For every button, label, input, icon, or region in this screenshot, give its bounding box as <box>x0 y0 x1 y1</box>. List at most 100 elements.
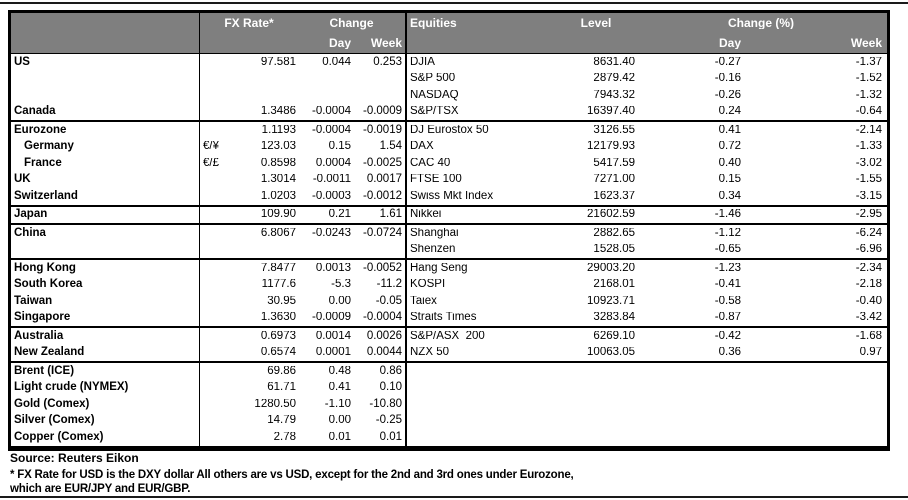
table-row: Shenzen 1528.05 -0.65 -6.96 <box>11 241 887 258</box>
fx-change-day: -0.0011 <box>312 174 351 185</box>
table-row: Taiwan 30.95 0.00 -0.05 Taiex 10923.71 -0.58 -0… <box>11 293 887 310</box>
equity-change-week: -2.14 <box>855 124 882 136</box>
table-row: Canada 1.3486 -0.0004 -0.0009 S&P/TSX 16397.4… <box>11 103 887 120</box>
equity-change-day: -0.26 <box>714 89 741 101</box>
fx-equities-table: FX Rate* Change Equities Level Change (%… <box>8 10 890 451</box>
equity-name: Straits Times <box>410 312 477 323</box>
fx-row-label: Light crude (NYMEX) <box>11 379 200 396</box>
fx-footnote-line-1: * FX Rate for USD is the DXY dollar All … <box>10 469 574 481</box>
fx-rate-value: 0.6574 <box>260 347 296 358</box>
top-window-rule <box>0 2 908 4</box>
fx-row-label <box>11 70 200 87</box>
table-row: New Zealand 0.6574 0.0001 0.0044 NZX 50 10063… <box>11 344 887 361</box>
equity-change-day: 0.41 <box>718 124 741 136</box>
equity-level: 7943.32 <box>593 89 635 101</box>
table-row: France €/£ 0.8598 0.0004 -0.0025 CAC 40 5417.5… <box>11 155 887 172</box>
equity-change-week: -0.64 <box>855 106 882 117</box>
fx-change-week <box>353 87 407 104</box>
fx-change-week: -0.0052 <box>353 260 407 277</box>
level-column-header: Level <box>580 17 612 29</box>
fx-change-week: -0.0019 <box>353 122 407 139</box>
fx-change-week <box>353 70 407 87</box>
fx-change-week: -0.0004 <box>353 309 407 326</box>
equity-change-day: -0.16 <box>714 73 741 84</box>
fx-rate-value: 0.6973 <box>260 330 296 342</box>
fx-rate-value: 1280.50 <box>254 398 296 410</box>
fx-change-week: 0.86 <box>353 363 407 380</box>
equity-change-day: 0.24 <box>718 106 741 117</box>
equity-change-week: 0.97 <box>859 347 882 358</box>
equity-level: 3126.55 <box>593 124 635 136</box>
table-row: Japan 109.90 0.21 1.61 Nikkei 21602.59 -1.46 -2… <box>11 206 887 223</box>
fx-rate-value: 1.3014 <box>260 174 296 185</box>
fx-rate-value: 1.3486 <box>260 106 296 117</box>
equity-change-week: -6.96 <box>855 244 882 255</box>
fx-change-week: 0.01 <box>353 429 407 446</box>
table-row: S&P 500 2879.42 -0.16 -1.52 <box>11 70 887 87</box>
fx-change-week: -11.2 <box>353 276 407 293</box>
table-row: NASDAQ 7943.32 -0.26 -1.32 <box>11 87 887 104</box>
fx-row-label: Australia <box>11 328 200 345</box>
fx-row-label: Taiwan <box>11 293 200 310</box>
equity-name: Hang Seng <box>410 262 468 274</box>
table-section: Brent (ICE) 69.86 0.48 0.86 Light crude (NYM… <box>11 361 887 446</box>
table-row: Germany €/¥ 123.03 0.15 1.54 DAX 12179.93 0.72 -… <box>11 138 887 155</box>
fx-change-day: -0.0003 <box>311 190 351 202</box>
equity-name: FTSE 100 <box>410 174 462 185</box>
equity-change-week: -0.40 <box>855 295 882 307</box>
equity-name: DJ Eurostox 50 <box>410 124 489 136</box>
fx-row-label: Brent (ICE) <box>11 363 200 380</box>
fx-rate-value: 6.8067 <box>260 227 296 239</box>
table-section: Japan 109.90 0.21 1.61 Nikkei 21602.59 -1.46 -2… <box>11 204 887 223</box>
fx-rate-value: 61.71 <box>267 382 296 393</box>
equity-change-week: -3.42 <box>855 312 882 323</box>
fx-change-day: 0.00 <box>328 295 351 307</box>
equity-change-week: -1.32 <box>855 89 882 101</box>
fx-rate-value: 97.581 <box>260 56 296 68</box>
fx-change-week: 0.253 <box>353 54 407 71</box>
equity-change-day: 0.36 <box>718 347 741 358</box>
fx-change-day: 0.0013 <box>315 262 351 274</box>
fx-change-week: -0.0012 <box>353 188 407 205</box>
equity-name: Swiss Mkt Index <box>410 190 494 202</box>
fx-change-week: -10.80 <box>353 396 407 413</box>
equity-level: 21602.59 <box>587 209 635 220</box>
fx-change-day: 0.0014 <box>315 330 351 342</box>
fx-row-label: Copper (Comex) <box>11 429 200 446</box>
equity-level: 2879.42 <box>593 73 635 84</box>
table-row: Brent (ICE) 69.86 0.48 0.86 <box>11 363 887 380</box>
fx-change-column-header: Change <box>298 13 407 33</box>
header-label-spacer <box>11 13 200 33</box>
equity-name: KOSPI <box>410 279 446 290</box>
equity-change-pct-header: Change (%) <box>728 17 794 29</box>
fx-row-label <box>11 87 200 104</box>
fx-pair-symbol: €/¥ <box>203 141 219 152</box>
table-row: Light crude (NYMEX) 61.71 0.41 0.10 <box>11 379 887 396</box>
equity-name: DAX <box>410 141 434 152</box>
fx-row-label: Gold (Comex) <box>11 396 200 413</box>
equity-change-day: -0.87 <box>714 312 741 323</box>
equity-change-week: -1.37 <box>855 56 882 68</box>
fx-change-day: -1.10 <box>324 398 351 410</box>
equity-level: 7271.00 <box>593 174 635 185</box>
table-row: Hong Kong 7.8477 0.0013 -0.0052 Hang Seng 290… <box>11 260 887 277</box>
fx-rate-value: 69.86 <box>267 365 296 377</box>
equity-change-week: -1.55 <box>855 174 882 185</box>
fx-row-label: Canada <box>11 103 200 120</box>
equity-change-day: -0.58 <box>714 295 741 307</box>
equity-name: Nikkei <box>410 209 442 220</box>
header-row-1: FX Rate* Change Equities Level Change (%… <box>11 13 887 33</box>
fx-change-day: 0.0004 <box>315 157 351 169</box>
fx-change-day: 0.48 <box>328 365 351 377</box>
fx-row-label: Eurozone <box>11 122 200 139</box>
fx-change-week <box>353 241 407 258</box>
equity-level: 29003.20 <box>587 262 635 274</box>
fx-change-day: 0.41 <box>328 382 351 393</box>
fx-change-day: -0.0243 <box>311 227 351 239</box>
fx-row-label: New Zealand <box>11 344 200 361</box>
fx-rate-value: 2.78 <box>273 431 296 443</box>
fx-change-week: 0.0017 <box>353 171 407 188</box>
equity-change-week: -2.18 <box>855 279 882 290</box>
table-row: Switzerland 1.0203 -0.0003 -0.0012 Swiss Mkt… <box>11 188 887 205</box>
fx-rate-value: 1.3630 <box>260 312 296 323</box>
